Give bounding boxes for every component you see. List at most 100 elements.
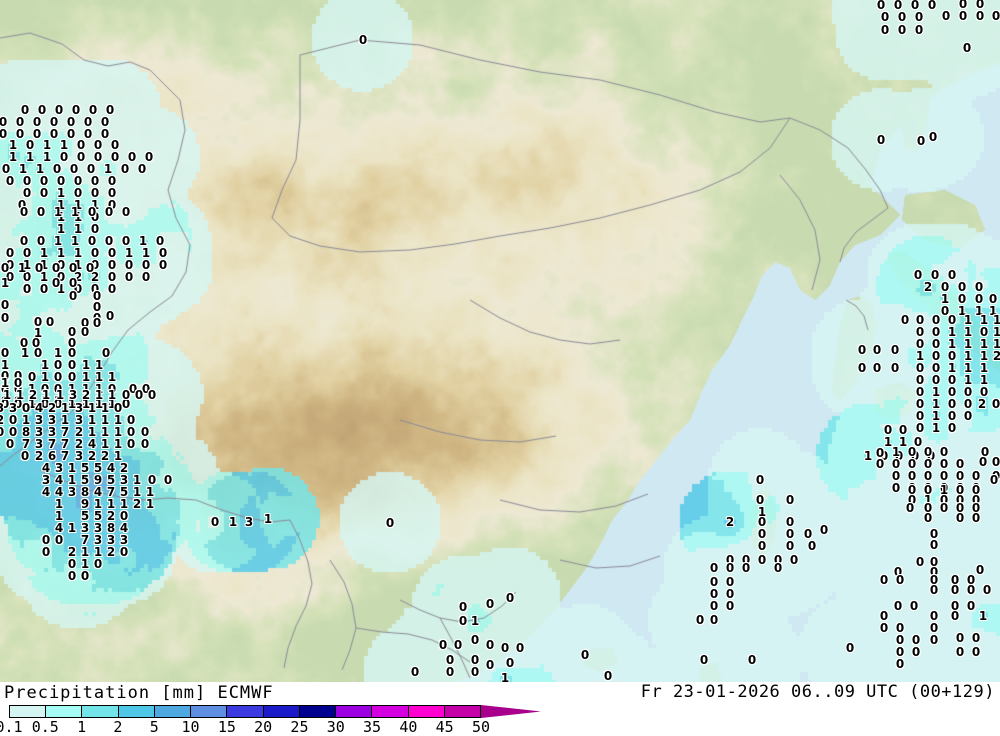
colorbar-segment: [443, 706, 481, 717]
precip-value-label: 0: [741, 561, 751, 575]
precip-value-label: 1: [94, 358, 104, 372]
precip-value-label: 1: [119, 497, 129, 511]
precipitation-colorbar: [9, 705, 481, 718]
precip-value-label: 0: [931, 373, 941, 387]
precip-value-label: 0: [88, 103, 98, 117]
precip-value-label: 0: [90, 174, 100, 188]
precip-value-label: 2: [0, 414, 4, 426]
precip-value-label: 1: [27, 394, 37, 408]
precip-value-label: 0: [819, 523, 829, 537]
precip-value-label: 0: [913, 268, 923, 282]
precip-value-label: 0: [955, 457, 965, 471]
precip-value-label: 1: [80, 545, 90, 559]
precip-value-label: 1: [87, 413, 97, 427]
precip-value-label: 0: [929, 583, 939, 597]
precip-value-label: 0: [92, 316, 102, 330]
precip-value-label: 0: [54, 103, 64, 117]
precip-value-label: 5: [119, 485, 129, 499]
precip-value-label: 0: [137, 162, 147, 176]
precip-value-label: 0: [15, 127, 25, 141]
precip-value-label: 1: [39, 270, 49, 284]
precip-value-label: 0: [32, 127, 42, 141]
precip-value-label: 0: [966, 599, 976, 613]
precip-value-label: 0: [5, 174, 15, 188]
precip-value-label: 1: [0, 376, 10, 390]
precip-value-label: 1: [41, 388, 51, 402]
precip-value-label: 0: [36, 205, 46, 219]
precip-value-label: 0: [22, 174, 32, 188]
precip-value-label: 0: [13, 376, 23, 390]
colorbar-tick-label: 1: [77, 718, 87, 736]
legend-footer: Precipitation [mm] ECMWF 0.10.5125101520…: [0, 682, 1000, 736]
precip-value-label: 0: [947, 313, 957, 327]
precip-value-label: 2: [67, 545, 77, 559]
precip-value-label: 0: [22, 186, 32, 200]
precip-value-label: 0: [955, 481, 965, 495]
precip-value-label: 0: [907, 469, 917, 483]
precip-value-label: 3: [34, 413, 44, 427]
precip-value-label: 0: [890, 361, 900, 375]
precip-value-label: 1: [25, 150, 35, 164]
precip-value-label: 0: [104, 234, 114, 248]
precip-value-label: 1: [17, 261, 27, 275]
precip-value-label: 0: [958, 0, 968, 11]
precip-value-label: 2: [725, 515, 735, 529]
precip-value-label: 0: [20, 449, 30, 463]
precip-value-label: 0: [914, 10, 924, 24]
precip-value-label: 9: [80, 497, 90, 511]
precip-value-label: 3: [74, 449, 84, 463]
precip-value-label: 1: [107, 394, 117, 408]
precip-value-label: 0: [915, 409, 925, 423]
precip-value-label: 4: [87, 437, 97, 451]
colorbar-segment: [226, 706, 263, 717]
forecast-timestamp: Fr 23-01-2026 06..09 UTC (00+129): [640, 682, 995, 702]
precip-value-label: 0: [957, 292, 967, 306]
precip-value-label: 1: [94, 397, 104, 411]
precip-value-label: 1: [2, 388, 12, 402]
precip-value-label: 0: [930, 268, 940, 282]
colorbar-tick-label: 25: [290, 718, 309, 736]
precip-value-label: 2: [106, 545, 116, 559]
precip-value-label: 5: [80, 509, 90, 523]
precip-value-label: 0: [54, 533, 64, 547]
precip-value-label: 9: [93, 473, 103, 487]
precip-value-label: 0: [709, 575, 719, 589]
precip-value-label: 0: [975, 9, 985, 23]
precip-value-label: 0: [939, 445, 949, 459]
precip-value-label: 1: [94, 382, 104, 396]
precip-value-label: 0: [40, 382, 50, 396]
precip-value-label: 0: [141, 382, 151, 396]
precip-value-label: 2: [106, 509, 116, 523]
precip-value-label: 0: [56, 270, 66, 284]
precip-value-label: 0: [124, 270, 134, 284]
precip-value-label: 0: [8, 413, 18, 427]
colorbar-tick-label: 2: [113, 718, 123, 736]
precip-value-label: 1: [73, 258, 83, 272]
precip-value-label: 0: [121, 205, 131, 219]
precip-value-label: 0: [980, 445, 990, 459]
precip-value-label: 0: [0, 311, 10, 325]
precip-value-label: 0: [83, 127, 93, 141]
precip-value-label: 0: [747, 653, 757, 667]
precip-value-label: 0: [978, 455, 988, 469]
precip-value-label: 2: [100, 449, 110, 463]
precip-value-label: 1: [81, 382, 91, 396]
precip-value-label: 0: [458, 600, 468, 614]
precip-value-label: 0: [757, 553, 767, 567]
precip-value-label: 0: [915, 373, 925, 387]
precip-value-label: 5: [106, 473, 116, 487]
precip-value-label: 0: [39, 282, 49, 296]
precip-value-label: 0: [955, 483, 965, 497]
precip-value-label: 0: [66, 115, 76, 129]
precip-value-label: 0: [955, 631, 965, 645]
precip-value-label: 0: [515, 641, 525, 655]
precip-value-label: 0: [100, 115, 110, 129]
precip-value-label: 0: [957, 280, 967, 294]
precip-value-label: 5: [93, 509, 103, 523]
precip-value-label: 4: [106, 461, 116, 475]
precip-value-label: 0: [741, 553, 751, 567]
precip-value-label: 0: [939, 481, 949, 495]
precip-value-label: 1: [35, 162, 45, 176]
precip-value-label: 0: [975, 0, 985, 11]
